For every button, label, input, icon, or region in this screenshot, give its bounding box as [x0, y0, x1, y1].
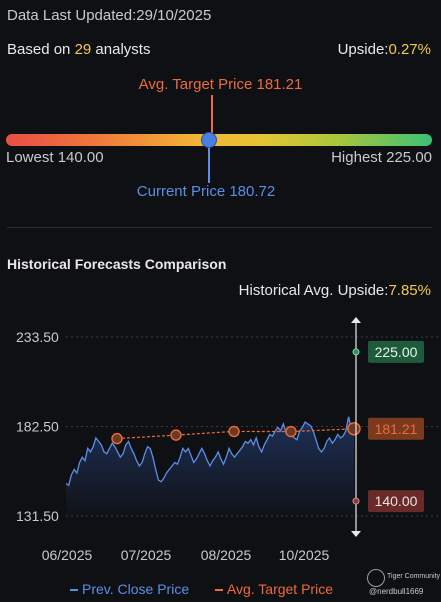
- watermark-brand: Tiger Community: [387, 573, 441, 580]
- avg-target-badge-label: 181.21: [375, 421, 418, 437]
- avg-target-badge: [368, 417, 424, 440]
- analysts-suffix: analysts: [91, 41, 151, 58]
- x-tick-label: 10/2025: [279, 547, 330, 563]
- target-point: [347, 422, 361, 436]
- current-marker-line: [208, 146, 210, 183]
- high-target-badge-label: 225.00: [375, 344, 418, 360]
- target-point: [111, 432, 123, 445]
- y-tick-label: 131.50: [16, 508, 59, 524]
- historical-upside-label: Historical Avg. Upside:: [238, 282, 389, 299]
- current-price-label: Current Price 180.72: [136, 183, 276, 200]
- watermark-user: @nerdbull1669: [369, 587, 424, 596]
- y-tick-label: 233.50: [16, 329, 59, 345]
- target-point: [170, 429, 182, 441]
- last-updated-date: 29/10/2025: [136, 7, 212, 24]
- legend-item-prev-close: Prev. Close Price: [70, 581, 189, 597]
- target-point: [228, 425, 240, 438]
- historical-upside-value: 7.85%: [388, 282, 431, 299]
- lowest-price-label: Lowest 140.00: [6, 149, 104, 166]
- x-tick-label: 07/2025: [121, 547, 172, 563]
- high-target-dot: [352, 348, 360, 356]
- tiger-logo-icon: [367, 569, 385, 587]
- analysts-prefix: Based on: [7, 41, 75, 58]
- upside-value: 0.27%: [388, 41, 431, 58]
- prev-close-series-line: [65, 416, 355, 487]
- last-updated-label: Data Last Updated:: [7, 7, 137, 24]
- legend-prev-close-label: Prev. Close Price: [82, 581, 190, 597]
- legend-avg-target-label: Avg. Target Price: [226, 581, 333, 597]
- last-updated: Data Last Updated:29/10/2025: [7, 7, 211, 25]
- legend-item-avg-target: Avg. Target Price: [214, 581, 333, 597]
- cursor-top-arrow: [351, 317, 361, 323]
- current-price-handle: [201, 132, 217, 148]
- cursor-bottom-arrow: [351, 531, 361, 537]
- low-target-dot: [352, 497, 360, 505]
- target-point: [285, 425, 297, 438]
- high-target-badge: [368, 340, 424, 363]
- price-range-bar: [6, 134, 432, 146]
- section-divider: [7, 227, 432, 228]
- analysts-number: 29: [74, 41, 92, 58]
- x-tick-label: 08/2025: [201, 547, 252, 563]
- upside-label: Upside:: [337, 41, 389, 58]
- analysts-count: Based on 29 analysts: [7, 41, 150, 59]
- legend: Prev. Close Price Avg. Target Price: [70, 580, 333, 598]
- section-title: Historical Forecasts Comparison: [7, 256, 227, 272]
- upside: Upside:0.27%: [338, 41, 431, 59]
- highest-price-label: Highest 225.00: [331, 149, 432, 166]
- y-tick-label: 182.50: [16, 419, 59, 435]
- target-marker-line: [211, 95, 213, 135]
- avg-target-price-label: Avg. Target Price 181.21: [138, 76, 303, 93]
- historical-upside: Historical Avg. Upside:7.85%: [239, 282, 431, 300]
- low-target-badge-label: 140.00: [375, 493, 418, 509]
- low-target-badge: [368, 490, 424, 513]
- x-tick-label: 06/2025: [42, 547, 93, 563]
